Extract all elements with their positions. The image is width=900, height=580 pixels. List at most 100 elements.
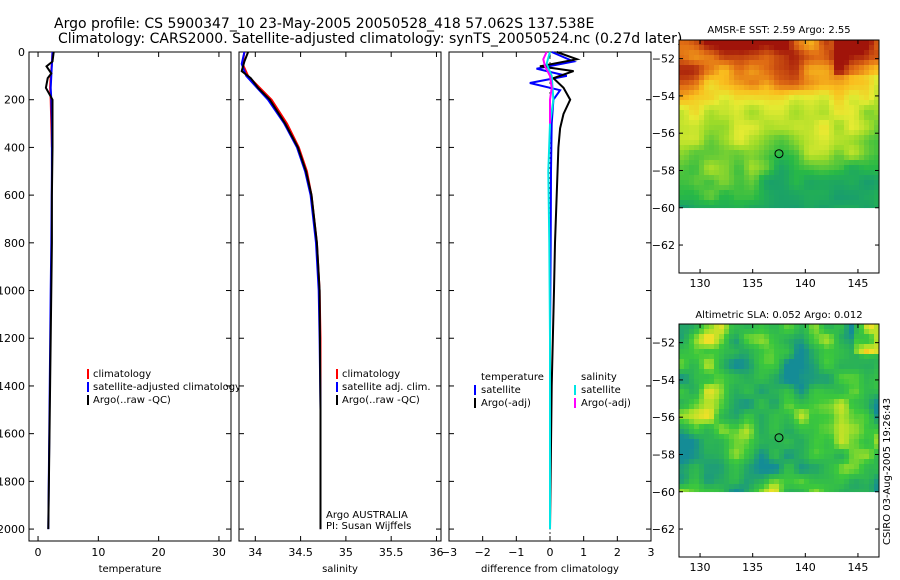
sst_map-heatmap-cell — [824, 75, 830, 81]
sst_map-heatmap-cell — [804, 90, 810, 96]
sla_map-heatmap-cell — [784, 454, 790, 460]
sla_map-heatmap-cell — [834, 439, 840, 445]
sst_map-heatmap-cell — [759, 45, 765, 51]
sst_map-heatmap-cell — [719, 40, 725, 46]
sst_map-heatmap-cell — [869, 50, 875, 56]
sst_map-heatmap-cell — [749, 150, 755, 156]
sla_map-heatmap-cell — [824, 389, 830, 395]
sst_map-heatmap-cell — [854, 45, 860, 51]
sst_map-heatmap-cell — [799, 65, 805, 71]
sst_map-heatmap-cell — [794, 60, 800, 66]
sst_map-heatmap-cell — [859, 155, 865, 161]
sla_map-heatmap-cell — [769, 414, 775, 420]
sla_map-heatmap-cell — [789, 389, 795, 395]
sla_map-heatmap-cell — [724, 419, 730, 425]
sst_map-heatmap-cell — [824, 125, 830, 131]
sla_map-heatmap-cell — [769, 404, 775, 410]
sla_map-heatmap-cell — [729, 454, 735, 460]
sla_map-heatmap-cell — [749, 464, 755, 470]
sla_map-heatmap-cell — [749, 484, 755, 490]
sst_map-heatmap-cell — [819, 80, 825, 86]
sla_map-heatmap-cell — [679, 469, 685, 475]
sla_map-heatmap-cell — [739, 324, 745, 330]
sst_map-heatmap-cell — [774, 135, 780, 141]
sst_map-heatmap-cell — [769, 145, 775, 151]
sst_map-heatmap-cell — [799, 150, 805, 156]
sla_map-heatmap-cell — [749, 429, 755, 435]
sla_map-heatmap-cell — [714, 349, 720, 355]
sla_map-heatmap-cell — [719, 409, 725, 415]
sst_map-heatmap-cell — [859, 75, 865, 81]
sla_map-heatmap-cell — [864, 379, 870, 385]
sst_map-heatmap-cell — [764, 115, 770, 121]
sla_map-heatmap-cell — [859, 444, 865, 450]
sst_map-heatmap-cell — [864, 50, 870, 56]
sla_map-heatmap-cell — [869, 359, 875, 365]
sst_map-heatmap-cell — [849, 110, 855, 116]
sst_map-heatmap-cell — [709, 70, 715, 76]
sst_map-heatmap-cell — [759, 95, 765, 101]
sla_map-heatmap-cell — [784, 324, 790, 330]
sst_map-heatmap-cell — [804, 155, 810, 161]
sla_map-heatmap-cell — [764, 489, 770, 493]
sst_map-heatmap-cell — [829, 45, 835, 51]
sla_map-xtick-label: 140 — [795, 561, 816, 574]
sst_map-heatmap-cell — [859, 145, 865, 151]
sst_map-heatmap-cell — [769, 205, 775, 209]
sst_map-heatmap-cell — [809, 145, 815, 151]
sla_map-heatmap-cell — [809, 379, 815, 385]
sst_map-heatmap-cell — [719, 75, 725, 81]
sla_map-heatmap-cell — [769, 459, 775, 465]
sst_map-heatmap-cell — [869, 75, 875, 81]
sla_map-heatmap-cell — [684, 379, 690, 385]
sla_map-heatmap-cell — [784, 344, 790, 350]
sla_map-heatmap-cell — [824, 409, 830, 415]
sst_map-heatmap-cell — [859, 200, 865, 206]
sla_map-heatmap-cell — [839, 324, 845, 330]
sla_map-heatmap-cell — [689, 474, 695, 480]
sst_map-heatmap-cell — [769, 55, 775, 61]
sla_map-heatmap-cell — [784, 429, 790, 435]
sst_map-heatmap-cell — [709, 175, 715, 181]
sla_map-heatmap-cell — [764, 479, 770, 485]
sst_map-heatmap-cell — [684, 75, 690, 81]
sla_map-heatmap-cell — [834, 414, 840, 420]
sst_map-heatmap-cell — [854, 75, 860, 81]
sla_map-heatmap-cell — [789, 469, 795, 475]
sst_map-heatmap-cell — [849, 75, 855, 81]
sla_map-heatmap-cell — [724, 369, 730, 375]
sst_map-heatmap-cell — [874, 160, 880, 166]
sst_map-heatmap-cell — [824, 185, 830, 191]
sst_map-heatmap-cell — [874, 105, 880, 111]
sla_map-heatmap-cell — [694, 364, 700, 370]
sst_map-heatmap-cell — [859, 175, 865, 181]
sla_map-heatmap-cell — [824, 344, 830, 350]
sst_map-heatmap-cell — [769, 160, 775, 166]
sst_map-heatmap-cell — [794, 85, 800, 91]
sla_map-heatmap-cell — [719, 364, 725, 370]
sst_map-heatmap-cell — [679, 180, 685, 186]
sst_map-heatmap-cell — [749, 140, 755, 146]
sla_map-heatmap-cell — [859, 374, 865, 380]
sst_map-heatmap-cell — [844, 115, 850, 121]
sla_map-heatmap-cell — [754, 459, 760, 465]
sla_map-heatmap-cell — [769, 394, 775, 400]
sla_map-heatmap-cell — [719, 354, 725, 360]
sla_map-heatmap-cell — [829, 429, 835, 435]
sla_map-heatmap-cell — [764, 389, 770, 395]
sla_map-heatmap-cell — [804, 344, 810, 350]
sst_map-heatmap-cell — [709, 145, 715, 151]
sla_map-heatmap-cell — [729, 399, 735, 405]
sla_map-ytick-label: −56 — [652, 411, 675, 424]
sla_map-heatmap-cell — [839, 454, 845, 460]
sst_map-heatmap-cell — [789, 90, 795, 96]
sla_map-heatmap-cell — [704, 404, 710, 410]
sla_map-heatmap-cell — [839, 439, 845, 445]
sst_map-heatmap-cell — [704, 90, 710, 96]
sst_map-heatmap-cell — [804, 205, 810, 209]
sst_map-heatmap-cell — [734, 105, 740, 111]
temperature-ytick-label: 1000 — [0, 285, 25, 298]
sla_map-heatmap-cell — [839, 379, 845, 385]
sla_map-heatmap-cell — [749, 419, 755, 425]
sla_map-heatmap-cell — [724, 479, 730, 485]
